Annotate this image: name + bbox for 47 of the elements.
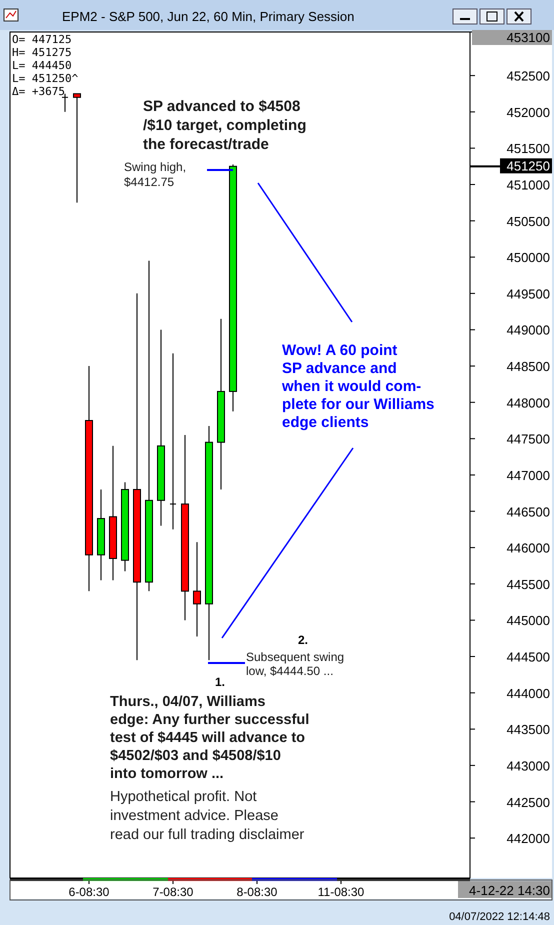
y-tick-label: 443500 [506, 722, 550, 738]
text: 4-12-22 14:30 [469, 883, 550, 898]
x-tick-label: 7-08:30 [152, 885, 194, 899]
y-tick-label: 451500 [506, 141, 550, 156]
annotation: Subsequent swing low, $4444.50 ... [246, 650, 344, 678]
annotation: Wow! A 60 point SP advance and when it would com- plete for our Williams edge clients [281, 342, 434, 431]
y-tick-label: 444500 [506, 650, 550, 665]
annotation: L= 444450 [12, 59, 72, 72]
y-tick-label: 445000 [506, 613, 550, 628]
y-tick-label: 452000 [506, 104, 550, 120]
x-tick-label: 6-08:30 [68, 885, 110, 899]
y-tick-label: 453100 [506, 30, 550, 45]
annotation: Δ= +3675 [12, 85, 65, 98]
x-tick-label: 8-08:30 [236, 885, 278, 899]
y-tick-label: 442000 [506, 831, 550, 846]
y-tick-label: 446000 [506, 540, 550, 556]
annotation: H= 451275 [12, 46, 72, 59]
ref-line-label: 451250 [506, 158, 550, 174]
y-tick-label: 452500 [506, 68, 550, 84]
annotation: Thurs., 04/07, Williams edge: Any further successful test of $4445 will advance to $4502/$03 and $4508/$10 into tomorrow ... [110, 694, 310, 782]
y-tick-label: 450000 [506, 250, 550, 266]
y-tick-label: 451000 [506, 178, 550, 192]
text: 04/07/2022 12:14:48 [449, 911, 550, 923]
chart-title: EPM2 - S&P 500, Jun 22, 60 Min, Primary Session [62, 9, 354, 24]
annotation: 2. [298, 633, 308, 647]
annotation: L= 451250^ [12, 72, 79, 85]
annotation: Swing high, $4412.75 [124, 160, 186, 189]
y-tick-label: 449500 [506, 286, 550, 302]
annotation: Hypothetical profit. Not investment advice. Please read our full trading disclaimer [110, 789, 304, 843]
y-tick-label: 444000 [506, 686, 550, 701]
annotation: 1. [215, 675, 226, 689]
y-tick-label: 448500 [506, 359, 550, 374]
annotation: O= 447125 [12, 33, 72, 46]
candlestick [170, 352, 176, 530]
annotation: SP advanced to $4508 /$10 target, completing the forecast/trade [143, 98, 306, 153]
y-tick-label: 449000 [506, 322, 550, 338]
x-tick-label: 11-08:30 [318, 885, 365, 899]
y-tick-label: 442500 [506, 794, 550, 810]
y-tick-label: 447500 [506, 432, 550, 447]
y-tick-label: 446500 [506, 504, 550, 520]
y-tick-label: 450500 [506, 214, 550, 229]
y-tick-label: 448000 [506, 395, 550, 410]
y-tick-label: 443000 [506, 758, 550, 774]
candlestick [193, 542, 201, 638]
candlestick [73, 93, 81, 204]
y-tick-label: 447000 [506, 468, 550, 483]
y-tick-label: 445500 [506, 576, 550, 592]
